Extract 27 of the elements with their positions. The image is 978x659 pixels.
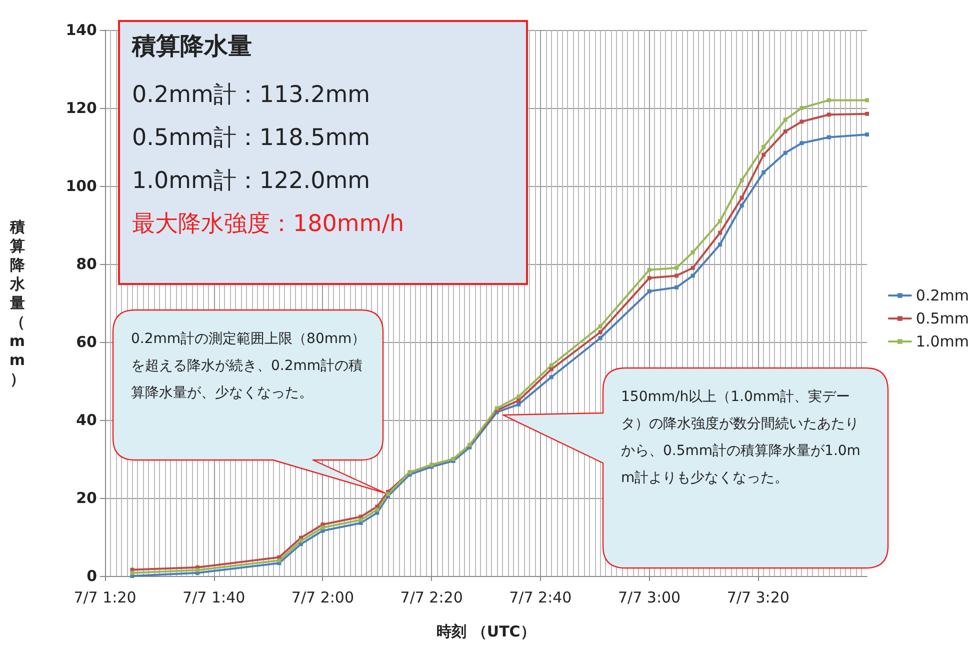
y-tick-label: 40 [76,411,97,429]
x-tick-label: 7/7 2:40 [509,588,572,606]
y-tick-label: 140 [66,21,97,39]
y-tick-label: 0 [86,567,97,585]
legend-label: 0.2mm [916,286,970,304]
annotation: 1.0mm計：122.0mm [132,167,370,196]
annotation: 積算降水量 [132,31,252,62]
x-tick-label: 7/7 3:20 [726,588,790,606]
legend-label: 1.0mm [916,332,970,350]
x-tick-label: 7/7 1:40 [182,588,246,606]
text: 積算降水量（mm） [9,218,25,388]
annotation: 0.5mm計：118.5mm [132,124,370,153]
y-tick-label: 120 [66,99,97,117]
x-axis-title: 時刻 （UTC） [436,622,536,640]
x-tick-label: 7/7 3:00 [618,588,681,606]
annotation: 150mm/h以上（1.0mm計、実データ）の降水強度が数分間続いたあたりから、0.5mm計の積算降水量が1.0mm計よりも少なくなった。 [621,388,862,488]
annotation: 0.2mm計の測定範囲上限（80mm）を超える降水が続き、0.2mm計の積算降水量が、少なくなった。 [131,330,367,403]
x-tick-label: 7/7 1:20 [74,588,136,606]
y-tick-label: 60 [76,333,97,351]
y-tick-label: 100 [66,177,97,195]
x-tick-label: 7/7 2:20 [400,588,463,606]
y-tick-label: 80 [76,255,97,273]
annotation: 最大降水強度：180mm/h [132,210,404,239]
x-tick-label: 7/7 2:00 [291,588,354,606]
annotation: 0.2mm計：113.2mm [132,81,370,110]
legend-label: 0.5mm [916,310,970,328]
y-tick-label: 20 [76,489,97,507]
